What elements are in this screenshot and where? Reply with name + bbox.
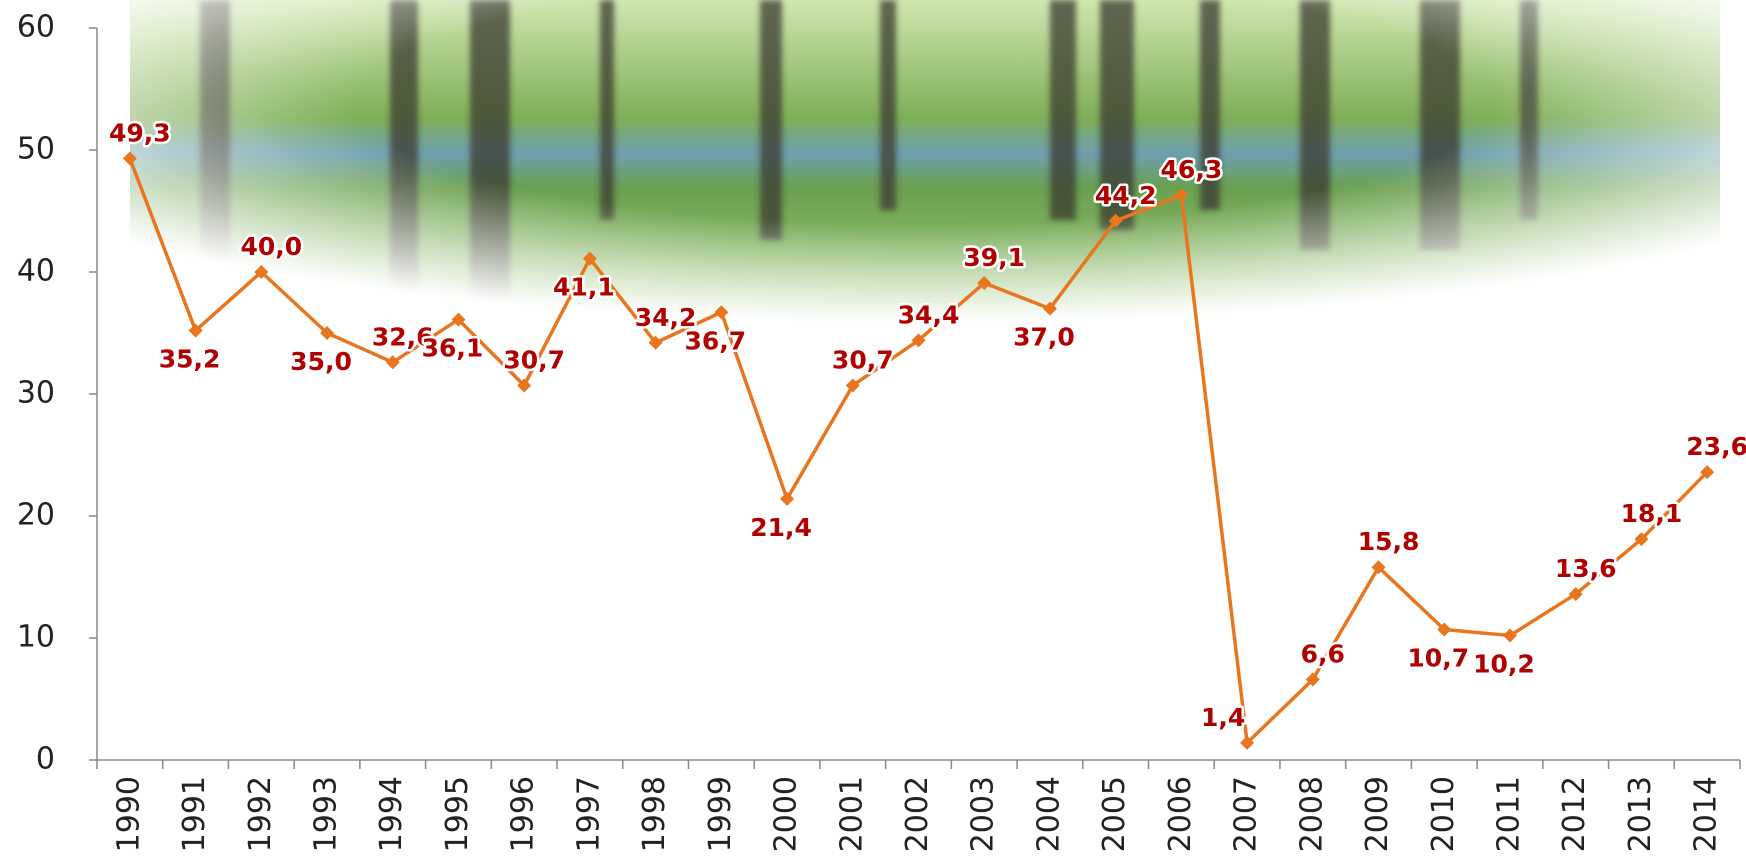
x-tick-label: 2005 [1097,776,1132,852]
value-label: 34,2 [635,303,697,332]
value-label: 10,7 [1407,643,1469,672]
x-tick-label: 1993 [309,776,344,852]
x-tick-label: 2006 [1163,776,1198,852]
value-label: 40,0 [240,232,302,261]
value-label: 30,7 [503,345,565,374]
value-label: 10,2 [1473,650,1535,679]
value-label: 30,7 [832,345,894,374]
y-tick-label: 10 [17,620,55,655]
data-point [845,378,860,393]
y-tick-label: 30 [17,376,55,411]
x-tick-label: 1995 [440,776,475,852]
value-label: 36,1 [422,334,484,363]
x-tick-label: 1996 [506,776,541,852]
x-tick-label: 2004 [1031,776,1066,852]
value-label: 18,1 [1621,499,1683,528]
data-point [1108,213,1123,228]
data-point [517,378,532,393]
data-point [1437,622,1452,637]
data-point [1240,735,1255,750]
data-point [1634,532,1649,547]
data-point [451,312,466,327]
value-label: 36,7 [684,326,746,355]
x-tick-label: 1994 [374,776,409,852]
data-point [977,275,992,290]
data-point [1305,672,1320,687]
data-point [1371,560,1386,575]
value-label: 1,4 [1201,703,1245,732]
x-tick-label: 2003 [966,776,1001,852]
data-point [911,333,926,348]
x-tick-label: 1991 [177,776,212,852]
value-label: 46,3 [1161,155,1223,184]
background-photo [130,0,1720,340]
data-point [1502,628,1517,643]
value-label: 35,2 [159,345,221,374]
value-label: 44,2 [1095,181,1157,210]
data-point [188,323,203,338]
value-label: 37,0 [1013,323,1075,352]
value-label: 21,4 [750,513,812,542]
value-label: 13,6 [1555,554,1617,583]
data-point [780,491,795,506]
value-label: 15,8 [1358,527,1420,556]
y-tick-label: 0 [36,742,55,777]
x-tick-label: 2001 [834,776,869,852]
data-point [122,151,137,166]
x-tick-label: 2009 [1360,776,1395,852]
value-label: 34,4 [898,300,960,329]
x-tick-label: 1998 [637,776,672,852]
data-point [714,305,729,320]
data-point [1174,188,1189,203]
data-point [385,355,400,370]
y-tick-label: 60 [17,10,55,45]
value-label: 32,6 [372,322,434,351]
value-label: 49,3 [109,119,171,148]
x-tick-label: 1999 [703,776,738,852]
value-label: 39,1 [963,243,1025,272]
x-tick-label: 2008 [1294,776,1329,852]
x-tick-label: 2007 [1229,776,1264,852]
x-tick-label: 1997 [571,776,606,852]
x-tick-label: 2000 [769,776,804,852]
y-tick-label: 50 [17,132,55,167]
x-tick-label: 1992 [243,776,278,852]
value-label: 41,1 [553,273,615,302]
x-tick-label: 2011 [1491,776,1526,852]
data-point [1042,301,1057,316]
data-point [1700,465,1715,480]
data-point [254,265,269,279]
x-tick-label: 2012 [1557,776,1592,852]
y-tick-label: 40 [17,254,55,289]
value-label: 6,6 [1301,639,1345,668]
data-point [582,251,597,266]
x-tick-label: 2014 [1689,776,1724,852]
data-point [648,335,663,350]
x-tick-label: 2010 [1426,776,1461,852]
x-tick-label: 2002 [900,776,935,852]
y-tick-label: 20 [17,498,55,533]
data-point [320,326,335,340]
data-point [1568,587,1583,602]
value-label: 35,0 [290,347,352,376]
x-tick-label: 2013 [1623,776,1658,852]
x-tick-label: 1990 [111,776,146,852]
value-label: 23,6 [1686,432,1746,461]
